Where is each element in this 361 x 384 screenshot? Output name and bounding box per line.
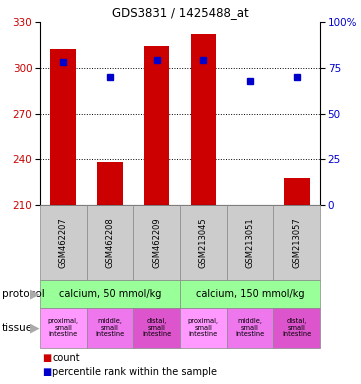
Text: GSM462209: GSM462209 xyxy=(152,217,161,268)
Text: distal,
small
intestine: distal, small intestine xyxy=(142,318,171,338)
Text: GDS3831 / 1425488_at: GDS3831 / 1425488_at xyxy=(112,6,249,19)
Text: middle,
small
intestine: middle, small intestine xyxy=(95,318,125,338)
Text: percentile rank within the sample: percentile rank within the sample xyxy=(52,367,217,377)
Text: distal,
small
intestine: distal, small intestine xyxy=(282,318,311,338)
Text: GSM462207: GSM462207 xyxy=(59,217,68,268)
Text: protocol: protocol xyxy=(2,289,44,299)
Text: ▶: ▶ xyxy=(30,288,39,301)
Text: tissue: tissue xyxy=(2,323,33,333)
Bar xyxy=(191,34,216,205)
Text: GSM213057: GSM213057 xyxy=(292,217,301,268)
Text: GSM213051: GSM213051 xyxy=(245,217,255,268)
Text: GSM462208: GSM462208 xyxy=(105,217,114,268)
Text: middle,
small
intestine: middle, small intestine xyxy=(235,318,265,338)
Text: ■: ■ xyxy=(42,353,51,363)
Text: proximal,
small
intestine: proximal, small intestine xyxy=(188,318,219,338)
Bar xyxy=(284,177,309,205)
Text: ■: ■ xyxy=(42,367,51,377)
Bar xyxy=(51,50,76,205)
Bar xyxy=(144,46,170,205)
Text: GSM213045: GSM213045 xyxy=(199,217,208,268)
Bar xyxy=(97,162,123,205)
Text: count: count xyxy=(52,353,80,363)
Text: ▶: ▶ xyxy=(30,321,39,334)
Text: proximal,
small
intestine: proximal, small intestine xyxy=(48,318,79,338)
Text: calcium, 150 mmol/kg: calcium, 150 mmol/kg xyxy=(196,289,304,299)
Text: calcium, 50 mmol/kg: calcium, 50 mmol/kg xyxy=(59,289,161,299)
